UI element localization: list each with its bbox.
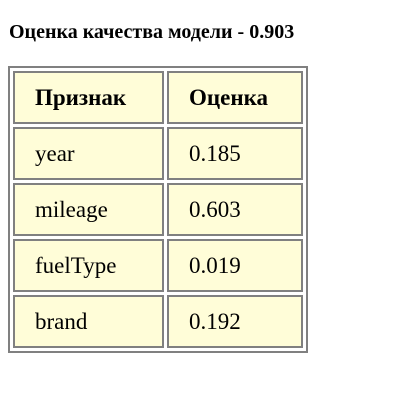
feature-cell: fuelType	[13, 239, 164, 292]
score-cell: 0.603	[167, 183, 303, 236]
page-title: Оценка качества модели - 0.903	[9, 21, 295, 43]
feature-cell: mileage	[13, 183, 164, 236]
table-row: fuelType 0.019	[13, 239, 303, 292]
score-cell: 0.185	[167, 127, 303, 180]
score-cell: 0.192	[167, 295, 303, 348]
table-row: mileage 0.603	[13, 183, 303, 236]
score-cell: 0.019	[167, 239, 303, 292]
header-score: Оценка	[167, 71, 303, 124]
feature-importance-table: Признак Оценка year 0.185 mileage 0.603 …	[8, 66, 308, 353]
table-row: year 0.185	[13, 127, 303, 180]
table-header-row: Признак Оценка	[13, 71, 303, 124]
header-feature: Признак	[13, 71, 164, 124]
feature-cell: brand	[13, 295, 164, 348]
table-row: brand 0.192	[13, 295, 303, 348]
feature-cell: year	[13, 127, 164, 180]
